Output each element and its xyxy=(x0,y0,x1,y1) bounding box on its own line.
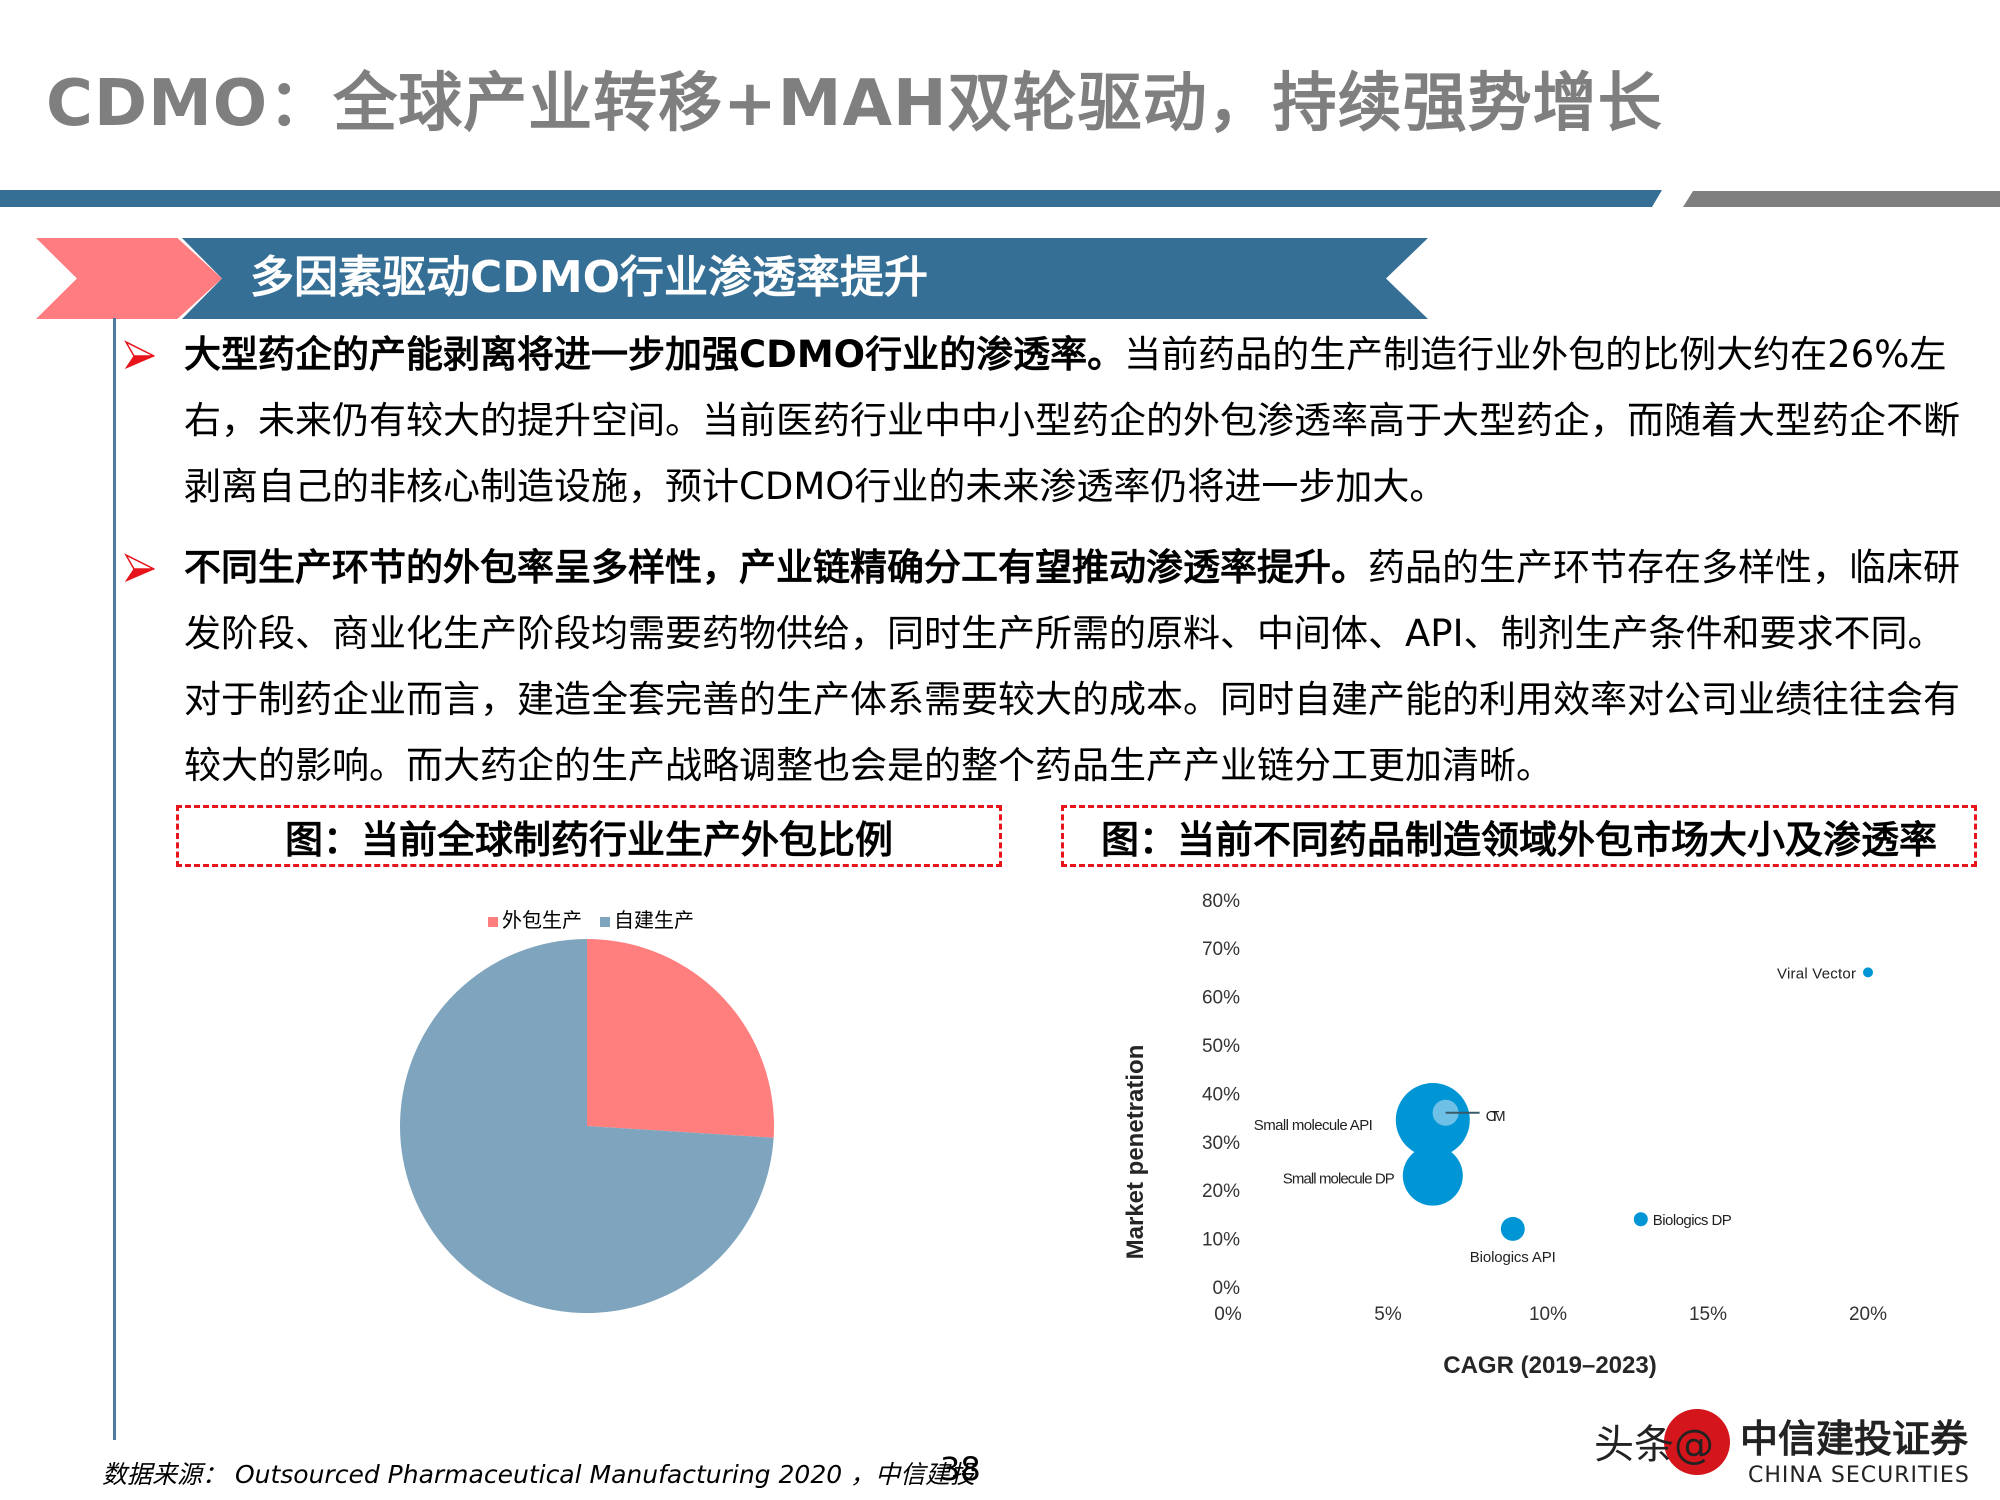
bubble-biologics-api xyxy=(1500,1216,1525,1241)
bubble-label: Biologics API xyxy=(1470,1249,1556,1266)
y-tick-label: 0% xyxy=(1213,1278,1241,1299)
y-tick-label: 50% xyxy=(1202,1036,1240,1057)
seal-icon xyxy=(1664,1409,1730,1475)
bubble-biologics-dp xyxy=(1633,1212,1648,1227)
bullet-paragraph-1: 大型药企的产能剥离将进一步加强CDMO行业的渗透率。当前药品的生产制造行业外包的… xyxy=(184,322,1974,520)
x-tick-label: 15% xyxy=(1689,1304,1727,1325)
bullet-paragraph-2: 不同生产环节的外包率呈多样性，产业链精确分工有望推动渗透率提升。药品的生产环节存… xyxy=(184,535,1974,799)
y-tick-label: 10% xyxy=(1202,1230,1240,1251)
bubble-label: Biologics DP xyxy=(1653,1212,1732,1229)
section-banner xyxy=(182,238,1428,319)
bubble-small-molecule-dp xyxy=(1402,1145,1463,1206)
arrow-bullet-icon xyxy=(124,340,156,370)
left-accent-line xyxy=(113,318,116,1440)
y-tick-label: 80% xyxy=(1202,891,1240,912)
page-number: 38 xyxy=(940,1450,981,1488)
pie-legend: 外包生产 自建生产 xyxy=(488,904,694,933)
legend-item-outsourced: 外包生产 xyxy=(488,904,582,933)
bullet-1-body: 当前药品的生产制造行业外包的比例大约在26%左右，未来仍有较大的提升空间。当前医… xyxy=(184,333,1960,508)
x-tick-label: 10% xyxy=(1529,1304,1567,1325)
x-axis-ticks: 0% 5% 10% 15% 20% xyxy=(1214,1304,1887,1325)
legend-swatch-icon xyxy=(488,917,498,927)
bubble-label: Small molecule API xyxy=(1254,1117,1373,1134)
y-tick-label: 70% xyxy=(1202,939,1240,960)
svg-text:CHINA SECURITIES: CHINA SECURITIES xyxy=(1748,1463,1970,1488)
x-axis-label: CAGR (2019–2023) xyxy=(1443,1352,1656,1379)
pie-chart xyxy=(400,939,774,1313)
y-axis-ticks: 0% 10% 20% 30% 40% 50% 60% 70% 80% xyxy=(1202,891,1240,1299)
y-tick-label: 20% xyxy=(1202,1181,1240,1202)
bullet-2-body: 药品的生产环节存在多样性，临床研发阶段、商业化生产阶段均需要药物供给，同时生产所… xyxy=(184,546,1960,787)
y-tick-label: 30% xyxy=(1202,1133,1240,1154)
bubble-points: Small molecule API CTM Small molecule DP Bi… xyxy=(1254,965,1873,1266)
bubble-ctm xyxy=(1432,1099,1459,1126)
header-rule-gray xyxy=(1683,191,2000,207)
slide-title: CDMO：全球产业转移+MAH双轮驱动，持续强势增长 xyxy=(46,67,1663,141)
legend-swatch-icon xyxy=(600,917,610,927)
bubble-label: Small molecule DP xyxy=(1283,1171,1395,1188)
legend-item-inhouse: 自建生产 xyxy=(600,904,694,933)
header-rule-blue xyxy=(0,190,1662,207)
pie-slice-outsourced xyxy=(587,939,774,1138)
pie-slice-inhouse xyxy=(400,939,774,1313)
y-tick-label: 60% xyxy=(1202,988,1240,1009)
bullet-1-headline: 大型药企的产能剥离将进一步加强CDMO行业的渗透率。 xyxy=(184,333,1125,376)
y-axis-label: Market penetration xyxy=(1122,1045,1149,1260)
svg-text:中信建投证券: 中信建投证券 xyxy=(1740,1417,1969,1461)
x-tick-label: 20% xyxy=(1849,1304,1887,1325)
arrow-bullet-icon xyxy=(124,553,156,583)
bubble-label: CTM xyxy=(1486,1108,1506,1125)
svg-text:头条@: 头条@ xyxy=(1594,1422,1714,1468)
pie-slices xyxy=(400,939,774,1313)
data-source-note: 数据来源： Outsourced Pharmaceutical Manufact… xyxy=(102,1460,976,1489)
watermark-logo: 头条@ 中信建投证券 CHINA SECURITIES xyxy=(1594,1409,1970,1488)
y-tick-label: 40% xyxy=(1202,1084,1240,1105)
bubble-viral-vector xyxy=(1863,967,1873,978)
bullet-2-headline: 不同生产环节的外包率呈多样性，产业链精确分工有望推动渗透率提升。 xyxy=(184,546,1368,589)
bubble-label: Viral Vector xyxy=(1777,965,1856,982)
section-banner-title: 多因素驱动CDMO行业渗透率提升 xyxy=(250,252,929,303)
x-tick-label: 5% xyxy=(1374,1304,1402,1325)
x-tick-label: 0% xyxy=(1214,1304,1242,1325)
scatter-chart-caption: 图：当前不同药品制造领域外包市场大小及渗透率 xyxy=(1061,805,1977,867)
bubble-chart: 0% 10% 20% 30% 40% 50% 60% 70% 80% 0% 5% 10% 15% 20%… xyxy=(1122,891,1887,1379)
pie-chart-caption: 图：当前全球制药行业生产外包比例 xyxy=(176,805,1002,867)
